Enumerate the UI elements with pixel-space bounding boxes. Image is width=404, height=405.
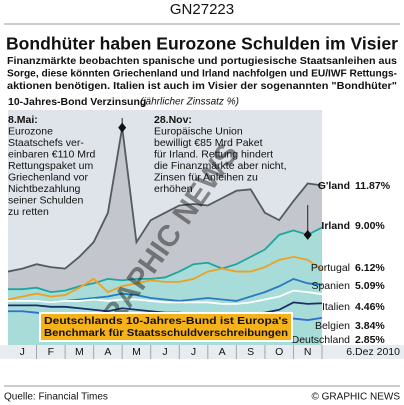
series-name: Spanien [311,280,350,292]
x-tick-label: N [304,346,312,358]
annotation: erhöhen [154,183,193,195]
series-name: Belgien [315,320,350,332]
annotation: Zinsen für Anleihen zu [154,171,258,183]
marker [118,122,127,133]
line [8,289,323,305]
chart-label: 10-Jahres-Bond Verzinsung [8,96,146,108]
end-label: 6.Dez 2010 [346,346,400,358]
x-tick-label: M [75,346,84,358]
annotation: Nichtbezahlung [8,183,81,195]
series-value: 9.00% [355,220,385,232]
series-value: 5.09% [355,280,385,292]
source: Quelle: Financial Times [4,392,108,403]
series-value: 3.84% [355,320,385,332]
annotation: 8.Mai: [8,114,38,126]
subtitle: Finanzmärkte beobachten spanische und po… [7,55,397,67]
series-value: 4.46% [355,301,385,313]
x-tick-label: M [132,346,141,358]
line [7,255,323,301]
annotation: bewilligt €85 Mrd Paket [154,137,263,149]
chart-title: Bondhüter haben Eurozone Schulden im Vis… [6,34,398,54]
credit: © GRAPHIC NEWS [312,392,401,403]
code: GN27223 [170,1,234,18]
annotation: zu retten [8,206,49,218]
series-name: G'land [318,180,350,192]
line [8,226,323,294]
subtitle: Sorge, diese könnten Griechenland und Ir… [7,67,397,79]
x-tick-label: J [20,346,25,358]
series-value: 2.85% [355,334,385,346]
x-tick-label: S [247,346,254,358]
x-tick-label: A [104,346,111,358]
subtitle: aktionen benötigen. Italien ist auch im … [7,80,397,92]
annotation: einbaren €110 Mrd [8,148,96,160]
annotation: Staatschefs ver- [8,137,84,149]
annotation: Griechenland vor [8,171,88,183]
month-band [0,345,404,359]
annotation: Rettungspaket um [8,160,93,172]
series-name: Irland [321,220,350,232]
series-name: Deutschland [292,334,351,346]
series-name: Portugal [311,262,350,274]
annotation: 28.Nov: [154,114,192,126]
marker [303,229,312,240]
x-tick-label: F [48,346,54,358]
annotation: Europäische Union [154,125,243,137]
note: Deutschlands 10-Jahres-Bund ist Europa's [44,315,288,327]
unit-label: (jährlicher Zinssatz %) [140,97,239,108]
series-name: Italien [322,301,350,313]
line [7,127,323,273]
note-box [39,312,293,342]
annotation: für Irland. Rettung hindert [154,148,273,160]
x-tick-label: J [191,346,196,358]
note: Benchmark für Staatsschuldverschreibunge… [44,327,288,339]
x-tick-label: A [219,346,226,358]
annotation: seiner Schulden [8,194,83,206]
x-tick-label: O [275,346,283,358]
annotation: die Finanzmärkte aber nicht, [154,160,286,172]
x-tick-label: J [162,346,167,358]
annotation: Eurozone [8,125,53,137]
series-value: 6.12% [355,262,385,274]
series-value: 11.87% [355,180,391,192]
